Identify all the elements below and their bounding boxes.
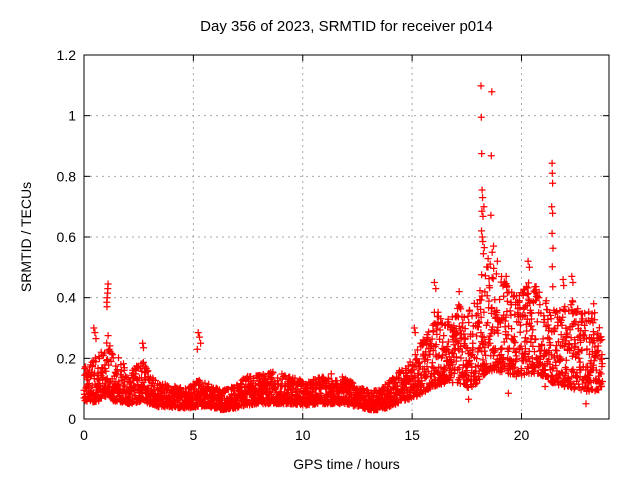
tick-labels: 0 5 10 15 20 0 0.2 0.4 0.6 0.8 1 1.2 [57, 47, 530, 443]
grid-lines [84, 55, 609, 419]
x-axis-label: GPS time / hours [293, 456, 400, 472]
x-tick-label: 15 [404, 427, 420, 443]
x-tick-label: 10 [295, 427, 311, 443]
plot-border [83, 54, 610, 420]
axes-and-ticks [83, 54, 610, 420]
y-tick-label: 0 [68, 411, 76, 427]
x-tick-label: 20 [514, 427, 530, 443]
y-tick-label: 0.4 [57, 290, 77, 306]
x-tick-label: 0 [80, 427, 88, 443]
y-tick-label: 0.2 [57, 350, 77, 366]
grid-group [84, 55, 609, 419]
y-axis-label: SRMTID / TECUs [18, 182, 34, 292]
y-tick-label: 1 [68, 108, 76, 124]
data-points-layer [80, 82, 606, 414]
x-tick-label: 5 [189, 427, 197, 443]
y-tick-label: 0.6 [57, 229, 77, 245]
data-points [80, 82, 606, 414]
chart-title: Day 356 of 2023, SRMTID for receiver p01… [200, 18, 493, 35]
y-tick-label: 0.8 [57, 168, 77, 184]
y-tick-label: 1.2 [57, 47, 77, 63]
